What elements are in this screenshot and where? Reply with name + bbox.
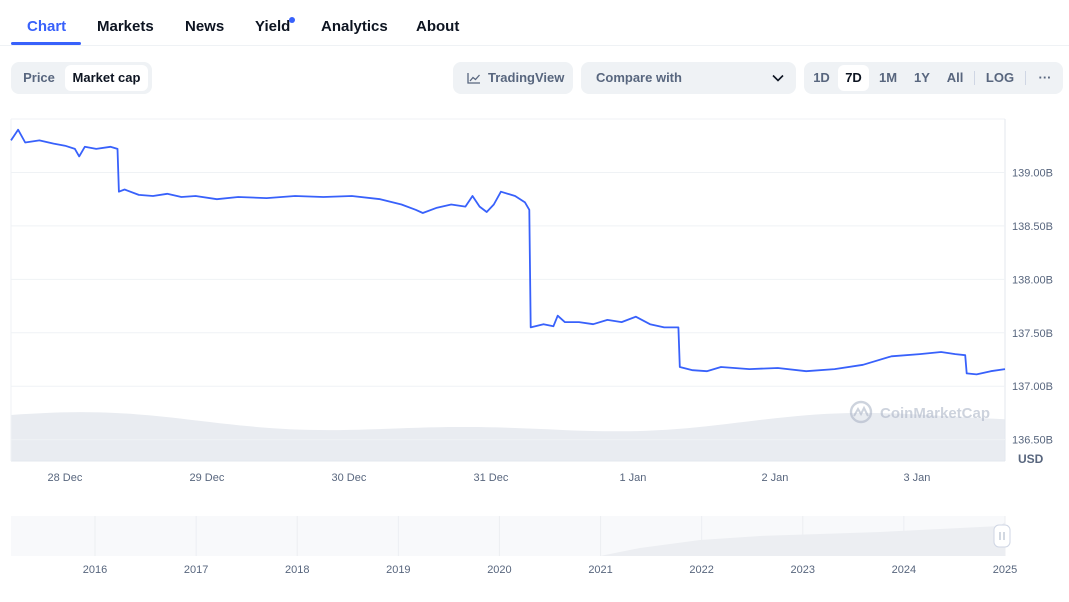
tab-bar: Chart Markets News Yield Analytics About	[0, 0, 1069, 46]
overview-year-label: 2021	[588, 564, 612, 576]
overview-year-label: 2022	[689, 564, 713, 576]
overview-year-label: 2024	[892, 564, 916, 576]
range-1y-button[interactable]: 1Y	[914, 70, 930, 85]
overview-area	[11, 522, 1005, 556]
x-tick-label: 3 Jan	[903, 472, 930, 484]
range-divider	[974, 71, 975, 85]
tradingview-label: TradingView	[488, 70, 565, 85]
metric-toggle: Price Market cap	[11, 62, 152, 94]
y-tick-label: 137.00B	[1012, 381, 1053, 393]
tradingview-button[interactable]: TradingView	[453, 62, 573, 94]
y-tick-label: 138.00B	[1012, 274, 1053, 286]
x-tick-label: 28 Dec	[48, 472, 83, 484]
tab-chart[interactable]: Chart	[27, 18, 67, 35]
new-indicator-dot	[289, 17, 295, 23]
overview-year-label: 2019	[386, 564, 410, 576]
navigator-handle[interactable]	[993, 524, 1011, 548]
market-cap-line[interactable]	[10, 128, 1006, 376]
y-tick-label: 137.50B	[1012, 328, 1053, 340]
overview-year-label: 2017	[184, 564, 208, 576]
compare-with-label: Compare with	[596, 70, 682, 85]
log-scale-button[interactable]: LOG	[985, 70, 1015, 85]
range-divider	[1025, 71, 1026, 85]
volume-area	[11, 412, 1005, 461]
overview-navigator[interactable]: 2016 2017 2018 2019 2020 2021 2022 2023 2024 2025	[0, 510, 1069, 590]
market-cap-toggle-button[interactable]: Market cap	[65, 65, 148, 91]
x-tick-label: 31 Dec	[474, 472, 509, 484]
overview-year-label: 2018	[285, 564, 309, 576]
coinmarketcap-watermark: CoinMarketCap	[849, 400, 990, 424]
watermark-text: CoinMarketCap	[880, 405, 990, 422]
overview-year-label: 2023	[791, 564, 815, 576]
more-options-button[interactable]: ···	[1038, 70, 1052, 85]
chevron-down-icon	[772, 74, 784, 82]
tab-analytics[interactable]: Analytics	[321, 18, 388, 35]
overview-year-label: 2025	[993, 564, 1017, 576]
y-tick-label: 139.00B	[1012, 167, 1053, 179]
line-chart-icon	[467, 73, 480, 84]
currency-label: USD	[1018, 452, 1044, 466]
tab-about[interactable]: About	[416, 18, 460, 35]
x-tick-label: 1 Jan	[619, 472, 646, 484]
market-cap-chart[interactable]: 136.50B 137.00B 137.50B 138.00B 138.50B 139.0…	[0, 110, 1069, 490]
overview-year-label: 2016	[83, 564, 107, 576]
y-tick-label: 138.50B	[1012, 221, 1053, 233]
compare-with-select[interactable]: Compare with	[581, 62, 796, 94]
x-tick-label: 29 Dec	[190, 472, 225, 484]
range-1d-button[interactable]: 1D	[813, 70, 830, 85]
x-tick-label: 2 Jan	[761, 472, 788, 484]
y-tick-label: 136.50B	[1012, 435, 1053, 447]
range-7d-button[interactable]: 7D	[838, 65, 869, 91]
price-toggle-button[interactable]: Price	[23, 70, 55, 85]
overview-year-label: 2020	[487, 564, 511, 576]
tab-news[interactable]: News	[185, 18, 225, 35]
range-selector: 1D 7D 1M 1Y All LOG ···	[804, 62, 1063, 94]
tab-markets[interactable]: Markets	[97, 18, 154, 35]
tab-yield[interactable]: Yield	[255, 18, 291, 35]
x-tick-label: 30 Dec	[332, 472, 367, 484]
range-1m-button[interactable]: 1M	[878, 70, 898, 85]
active-tab-underline	[11, 42, 81, 45]
range-all-button[interactable]: All	[946, 70, 964, 85]
